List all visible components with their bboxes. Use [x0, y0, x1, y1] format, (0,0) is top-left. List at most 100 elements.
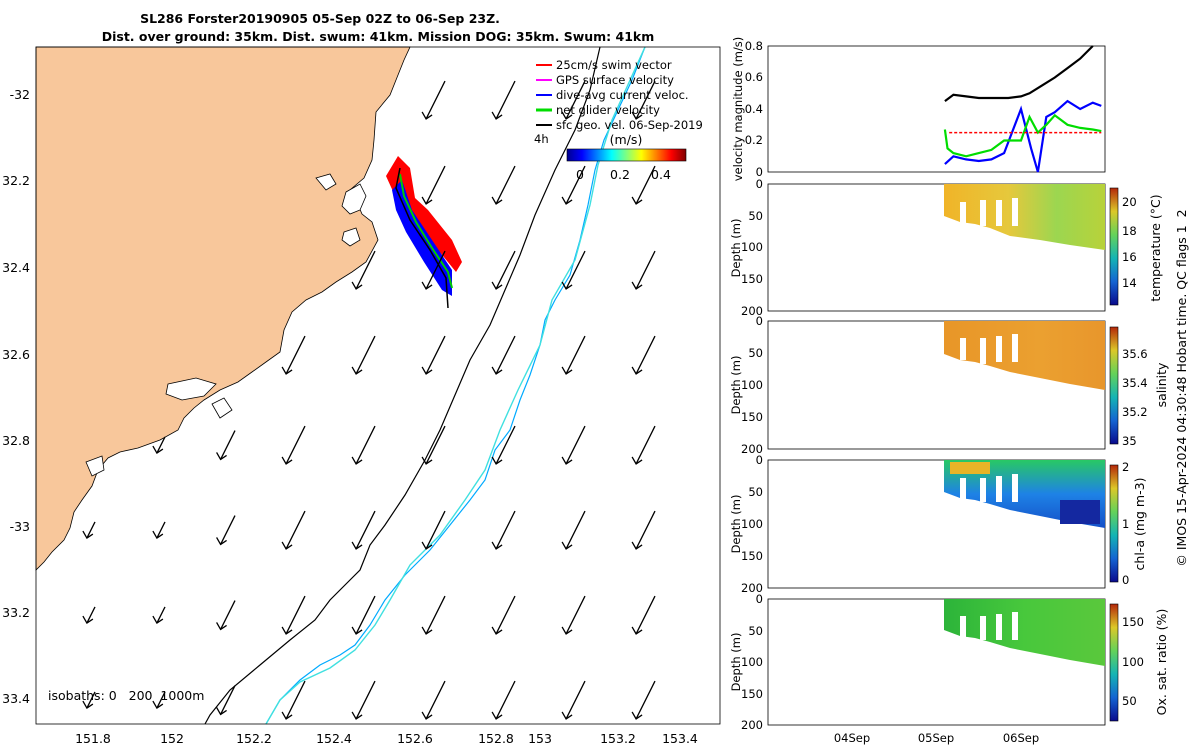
velocity-arrow-head	[82, 615, 94, 625]
velocity-arrow	[635, 250, 656, 290]
chla-low-patch	[1060, 500, 1100, 524]
velocity-arrow-head	[421, 541, 433, 550]
y-tick: 200	[741, 581, 763, 595]
velocity-arrow	[495, 250, 516, 290]
velocity-arrow-head	[351, 281, 363, 290]
lat-tick: 33.2	[2, 605, 30, 620]
velocity-arrow-head	[351, 366, 363, 375]
velocity-arrow-head	[281, 626, 293, 635]
velocity-arrow-head	[561, 281, 573, 290]
velocity-arrow	[565, 250, 586, 290]
velocity-arrow	[355, 425, 376, 465]
cbar-tick: 35.2	[1122, 405, 1148, 419]
net-glider-path	[399, 173, 453, 289]
velocity-arrow	[565, 595, 586, 635]
cbar-tick: 1	[1122, 517, 1129, 531]
velocity-arrow-head	[351, 541, 363, 550]
velocity-arrow	[565, 165, 586, 205]
velocity-arrow	[635, 80, 656, 120]
cbar-tick: 35	[1122, 434, 1137, 448]
velocity-arrow	[565, 80, 586, 120]
lat-tick: 33.4	[2, 691, 30, 706]
x-tick: 04Sep	[834, 731, 870, 745]
velocity-arrow-head	[491, 111, 503, 120]
velocity-arrow-head	[152, 530, 164, 540]
velocity-arrow	[285, 510, 306, 550]
velocity-arrow-head	[631, 111, 643, 120]
lon-tick: 153	[528, 731, 552, 746]
velocity-arrow-head	[561, 456, 573, 465]
lon-tick: 153.4	[662, 731, 698, 746]
velocity-arrow-head	[216, 452, 227, 461]
velocity-arrow-head	[631, 366, 643, 375]
oxygen-ylabel: Depth (m)	[729, 633, 743, 692]
y-tick: 100	[741, 655, 763, 669]
velocity-arrow	[220, 515, 236, 545]
chla-high-patch	[950, 462, 990, 474]
velocity-arrow	[565, 680, 586, 720]
velocity-arrow-head	[281, 541, 293, 550]
velocity-arrow-head	[351, 711, 363, 720]
y-tick: 150	[741, 410, 763, 424]
velocity-arrow	[86, 521, 96, 539]
velocity-arrow-head	[491, 281, 503, 290]
velocity-arrow	[285, 335, 306, 375]
velocity-arrow	[285, 425, 306, 465]
velocity-arrow-head	[491, 626, 503, 635]
lake	[85, 455, 105, 477]
temperature-cbar-label: temperature (°C)	[1148, 194, 1163, 301]
time-step-label: 4h	[534, 132, 549, 146]
velocity-arrow	[565, 510, 586, 550]
chla-panel	[767, 459, 1119, 589]
lon-tick: 152	[160, 731, 184, 746]
velocity-arrow	[495, 335, 516, 375]
y-tick: 100	[741, 240, 763, 254]
chla-ylabel: Depth (m)	[729, 495, 743, 554]
oxygen-field	[944, 599, 1105, 666]
velocity-arrow	[355, 250, 376, 290]
y-tick: 200	[741, 442, 763, 456]
salinity-y-ticks: 0 50 100 150 200	[741, 314, 763, 456]
temperature-panel	[767, 183, 1119, 312]
velocity-arrow-head	[561, 626, 573, 635]
velocity-series-line	[943, 113, 1102, 158]
velocity-arrow	[220, 430, 236, 460]
oxygen-gaps	[960, 612, 1018, 640]
salinity-colorbar	[1109, 326, 1119, 445]
velocity-arrow	[425, 250, 446, 290]
legend-label: net glider velocity	[556, 103, 660, 117]
velocity-arrow	[355, 510, 376, 550]
lake	[315, 173, 337, 191]
velocity-arrow	[635, 680, 656, 720]
velocity-arrow	[635, 510, 656, 550]
velocity-arrow	[425, 335, 446, 375]
velocity-arrow-head	[82, 530, 94, 540]
velocity-arrow-head	[561, 541, 573, 550]
y-tick: 50	[748, 624, 763, 638]
temperature-gaps	[960, 198, 1018, 226]
velocity-arrow	[355, 595, 376, 635]
cbar-tick: 18	[1122, 224, 1137, 238]
velocity-arrow	[425, 80, 446, 120]
velocity-arrow-head	[152, 700, 164, 710]
cbar-tick: 100	[1122, 655, 1144, 669]
velocity-arrow-head	[491, 456, 503, 465]
velocity-arrow-head	[561, 711, 573, 720]
title-line1: SL286 Forster20190905 05-Sep 02Z to 06-S…	[140, 11, 500, 26]
velocity-arrow	[425, 165, 446, 205]
salinity-ylabel: Depth (m)	[729, 356, 743, 415]
colorbar-tick: 0	[576, 167, 584, 182]
chla-gaps	[960, 474, 1018, 502]
velocity-arrow-head	[152, 445, 164, 455]
x-tick: 05Sep	[918, 731, 954, 745]
map-axes	[35, 46, 721, 725]
map-legend: 25cm/s swim vector GPS surface velocity …	[534, 58, 703, 146]
velocity-arrow	[355, 335, 376, 375]
velocity-arrow-head	[631, 456, 643, 465]
velocity-series-line	[944, 99, 1102, 173]
colorbar-unit: (m/s)	[610, 132, 643, 147]
temperature-y-ticks: 0 50 100 150 200	[741, 177, 763, 318]
velocity-arrow	[86, 606, 96, 624]
velocity-arrow-head	[421, 366, 433, 375]
velocity-arrow	[285, 595, 306, 635]
